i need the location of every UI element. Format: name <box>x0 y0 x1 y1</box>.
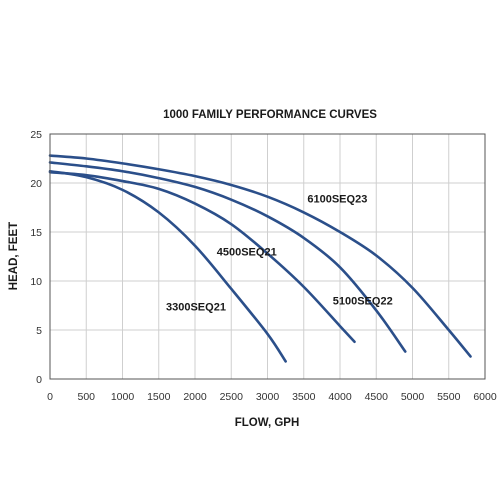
series-label-4500seq21: 4500SEQ21 <box>217 247 277 259</box>
y-axis-ticks: 0 5 10 15 20 25 <box>30 129 42 386</box>
x-tick-label: 5500 <box>437 391 461 403</box>
chart-title: 1000 FAMILY PERFORMANCE CURVES <box>163 109 377 121</box>
y-tick-label: 10 <box>30 276 42 288</box>
x-tick-label: 5000 <box>401 391 425 403</box>
x-tick-label: 3500 <box>292 391 316 403</box>
x-tick-label: 4500 <box>365 391 389 403</box>
series-label-5100seq22: 5100SEQ22 <box>333 296 393 308</box>
x-tick-label: 3000 <box>256 391 280 403</box>
x-tick-label: 2000 <box>183 391 207 403</box>
y-tick-label: 25 <box>30 129 42 141</box>
x-axis-ticks: 0 500 1000 1500 2000 2500 3000 3500 4000 4500 5000… <box>47 391 497 403</box>
y-tick-label: 5 <box>36 325 42 337</box>
series-label-3300seq21: 3300SEQ21 <box>166 301 226 313</box>
curves <box>48 154 472 363</box>
x-tick-label: 1000 <box>111 391 135 403</box>
plot-frame <box>49 133 486 380</box>
series-line-3300seq21 <box>48 169 287 363</box>
x-tick-label: 2500 <box>220 391 244 403</box>
x-tick-label: 4000 <box>328 391 352 403</box>
x-tick-label: 500 <box>77 391 95 403</box>
series-labels: 3300SEQ21 4500SEQ21 5100SEQ22 6100SEQ23 <box>166 194 393 314</box>
series-line-5100seq22 <box>48 161 407 353</box>
series-line-4500seq21 <box>48 170 356 344</box>
y-tick-label: 0 <box>36 374 42 386</box>
y-tick-label: 15 <box>30 227 42 239</box>
x-axis-label: FLOW, GPH <box>235 417 300 429</box>
x-tick-label: 1500 <box>147 391 171 403</box>
x-tick-label: 0 <box>47 391 53 403</box>
series-line-6100seq23 <box>48 154 472 358</box>
y-axis-label: HEAD, FEET <box>8 222 20 290</box>
x-tick-label: 6000 <box>473 391 497 403</box>
y-tick-label: 20 <box>30 178 42 190</box>
series-label-6100seq23: 6100SEQ23 <box>307 194 367 206</box>
